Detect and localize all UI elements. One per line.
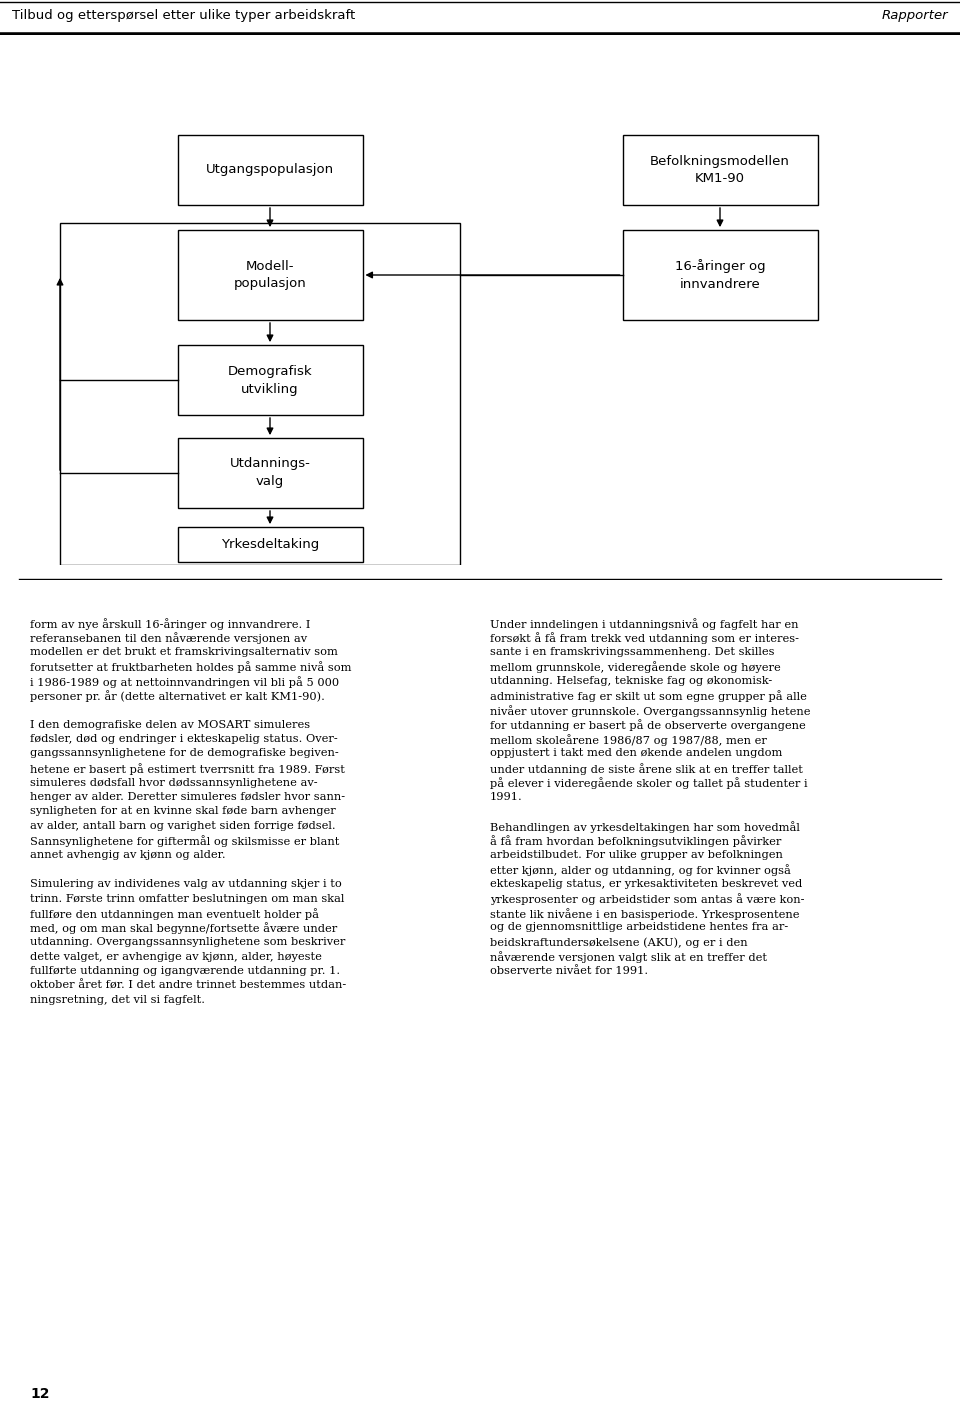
- Text: synligheten for at en kvinne skal føde barn avhenger: synligheten for at en kvinne skal føde b…: [30, 806, 336, 816]
- Text: arbeidstilbudet. For ulike grupper av befolkningen: arbeidstilbudet. For ulike grupper av be…: [490, 850, 782, 860]
- Text: ningsretning, det vil si fagfelt.: ningsretning, det vil si fagfelt.: [30, 995, 205, 1005]
- Text: trinn. Første trinn omfatter beslutningen om man skal: trinn. Første trinn omfatter beslutninge…: [30, 894, 345, 904]
- Text: dette valget, er avhengige av kjønn, alder, høyeste: dette valget, er avhengige av kjønn, ald…: [30, 952, 322, 962]
- Text: Tilbud og etterspørsel etter ulike typer arbeidskraft: Tilbud og etterspørsel etter ulike typer…: [12, 10, 355, 23]
- Bar: [178, 438, 363, 508]
- Text: mellom grunnskole, videregående skole og høyere: mellom grunnskole, videregående skole og…: [490, 661, 780, 674]
- Text: Figur 2.3. Hovedstrukturen I MOSART: Figur 2.3. Hovedstrukturen I MOSART: [12, 65, 261, 78]
- Text: 1991.: 1991.: [490, 792, 523, 802]
- Text: Simulering av individenes valg av utdanning skjer i to: Simulering av individenes valg av utdann…: [30, 878, 342, 888]
- Text: forsøkt å få fram trekk ved utdanning som er interes-: forsøkt å få fram trekk ved utdanning so…: [490, 633, 799, 644]
- Text: under utdanning de siste årene slik at en treffer tallet: under utdanning de siste årene slik at e…: [490, 763, 803, 775]
- Text: å få fram hvordan befolkningsutviklingen påvirker: å få fram hvordan befolkningsutviklingen…: [490, 836, 781, 847]
- Text: fødsler, død og endringer i ekteskapelig status. Over-: fødsler, død og endringer i ekteskapelig…: [30, 734, 338, 744]
- Text: I den demografiske delen av MOSART simuleres: I den demografiske delen av MOSART simul…: [30, 719, 310, 729]
- Bar: [622, 135, 818, 204]
- Text: forutsetter at fruktbarheten holdes på samme nivå som: forutsetter at fruktbarheten holdes på s…: [30, 661, 351, 674]
- Text: yrkesprosenter og arbeidstider som antas å være kon-: yrkesprosenter og arbeidstider som antas…: [490, 894, 804, 905]
- Text: nåværende versjonen valgt slik at en treffer det: nåværende versjonen valgt slik at en tre…: [490, 952, 767, 964]
- Text: 12: 12: [30, 1386, 50, 1401]
- Text: Demografisk
utvikling: Demografisk utvikling: [228, 365, 312, 396]
- Text: hetene er basert på estimert tverrsnitt fra 1989. Først: hetene er basert på estimert tverrsnitt …: [30, 763, 345, 775]
- Text: fullføre den utdanningen man eventuelt holder på: fullføre den utdanningen man eventuelt h…: [30, 908, 319, 920]
- Text: sante i en framskrivingssammenheng. Det skilles: sante i en framskrivingssammenheng. Det …: [490, 647, 775, 657]
- Text: Under inndelingen i utdanningsnivå og fagfelt har en: Under inndelingen i utdanningsnivå og fa…: [490, 619, 799, 630]
- Text: administrative fag er skilt ut som egne grupper på alle: administrative fag er skilt ut som egne …: [490, 691, 806, 702]
- Text: ekteskapelig status, er yrkesaktiviteten beskrevet ved: ekteskapelig status, er yrkesaktiviteten…: [490, 878, 803, 888]
- Text: Rapporter: Rapporter: [882, 10, 948, 23]
- Text: nivåer utover grunnskole. Overgangssannsynlig hetene: nivåer utover grunnskole. Overgangssanns…: [490, 705, 810, 717]
- Text: simuleres dødsfall hvor dødssannsynlighetene av-: simuleres dødsfall hvor dødssannsynlighe…: [30, 778, 318, 788]
- Text: mellom skoleårene 1986/87 og 1987/88, men er: mellom skoleårene 1986/87 og 1987/88, me…: [490, 734, 767, 746]
- Text: Utgangspopulasjon: Utgangspopulasjon: [206, 163, 334, 176]
- Text: Utdannings-
valg: Utdannings- valg: [229, 457, 310, 488]
- Text: observerte nivået for 1991.: observerte nivået for 1991.: [490, 966, 648, 976]
- Text: Behandlingen av yrkesdeltakingen har som hovedmål: Behandlingen av yrkesdeltakingen har som…: [490, 822, 800, 833]
- Text: referansebanen til den nåværende versjonen av: referansebanen til den nåværende versjon…: [30, 633, 307, 644]
- Text: og de gjennomsnittlige arbeidstidene hentes fra ar-: og de gjennomsnittlige arbeidstidene hen…: [490, 922, 788, 932]
- Bar: [178, 135, 363, 204]
- Text: med, og om man skal begynne/fortsette åvære under: med, og om man skal begynne/fortsette åv…: [30, 922, 337, 934]
- Text: oktober året før. I det andre trinnet bestemmes utdan-: oktober året før. I det andre trinnet be…: [30, 981, 347, 990]
- Text: Modell-
populasjon: Modell- populasjon: [233, 260, 306, 291]
- Text: stante lik nivåene i en basisperiode. Yrkesprosentene: stante lik nivåene i en basisperiode. Yr…: [490, 908, 800, 920]
- Text: utdanning. Helsefag, tekniske fag og økonomisk-: utdanning. Helsefag, tekniske fag og øko…: [490, 675, 772, 685]
- Text: annet avhengig av kjønn og alder.: annet avhengig av kjønn og alder.: [30, 850, 226, 860]
- Text: 16-åringer og
innvandrere: 16-åringer og innvandrere: [675, 260, 765, 291]
- Text: henger av alder. Deretter simuleres fødsler hvor sann-: henger av alder. Deretter simuleres føds…: [30, 792, 346, 802]
- Text: form av nye årskull 16-åringer og innvandrere. I: form av nye årskull 16-åringer og innvan…: [30, 619, 310, 630]
- Text: i 1986-1989 og at nettoinnvandringen vil bli på 5 000: i 1986-1989 og at nettoinnvandringen vil…: [30, 675, 339, 688]
- Text: av alder, antall barn og varighet siden forrige fødsel.: av alder, antall barn og varighet siden …: [30, 822, 336, 832]
- Text: for utdanning er basert på de observerte overgangene: for utdanning er basert på de observerte…: [490, 719, 805, 731]
- Text: personer pr. år (dette alternativet er kalt KM1-90).: personer pr. år (dette alternativet er k…: [30, 691, 324, 702]
- Text: etter kjønn, alder og utdanning, og for kvinner også: etter kjønn, alder og utdanning, og for …: [490, 864, 791, 877]
- Text: Befolkningsmodellen
KM1-90: Befolkningsmodellen KM1-90: [650, 155, 790, 186]
- Bar: [622, 230, 818, 321]
- Text: utdanning. Overgangssannsynlighetene som beskriver: utdanning. Overgangssannsynlighetene som…: [30, 937, 346, 946]
- Text: modellen er det brukt et framskrivingsalternativ som: modellen er det brukt et framskrivingsal…: [30, 647, 338, 657]
- Text: gangssannsynlighetene for de demografiske begiven-: gangssannsynlighetene for de demografisk…: [30, 748, 339, 759]
- Text: på elever i videregående skoler og tallet på studenter i: på elever i videregående skoler og talle…: [490, 778, 807, 789]
- Text: Sannsynlighetene for giftermål og skilsmisse er blant: Sannsynlighetene for giftermål og skilsm…: [30, 836, 340, 847]
- Bar: [60, 223, 460, 565]
- Bar: [178, 345, 363, 414]
- Text: oppjustert i takt med den økende andelen ungdom: oppjustert i takt med den økende andelen…: [490, 748, 782, 759]
- Text: fullførte utdanning og igangværende utdanning pr. 1.: fullførte utdanning og igangværende utda…: [30, 966, 340, 976]
- Text: Yrkesdeltaking: Yrkesdeltaking: [221, 538, 319, 551]
- Text: beidskraftundersøkelsene (AKU), og er i den: beidskraftundersøkelsene (AKU), og er i …: [490, 937, 748, 948]
- Bar: [178, 230, 363, 321]
- Bar: [178, 526, 363, 562]
